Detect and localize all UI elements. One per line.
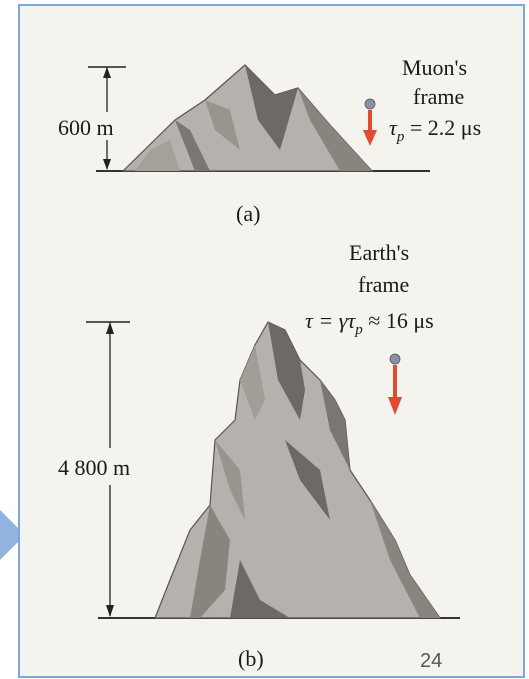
muon-dot-a: [364, 98, 376, 110]
down-arrow-icon-a: [363, 110, 377, 146]
tau-subscript-a: p: [396, 129, 405, 145]
panel-b: 4 800 m Earth's frame τ = γτp ≈ 16 μs (b…: [58, 240, 460, 671]
mountain-a: [121, 64, 374, 172]
caption-b: (b): [238, 646, 264, 671]
muon-dot-b: [389, 353, 401, 365]
tau-main-b: τ = γτ: [305, 308, 356, 333]
tau-equation-b: τ = γτp ≈ 16 μs: [305, 308, 434, 338]
tau-symbol-a: τ: [389, 115, 398, 140]
tau-value-b: ≈ 16 μs: [363, 308, 434, 333]
slide-number: 24: [420, 650, 442, 672]
mountain-b: [154, 321, 442, 619]
tau-value-a: = 2.2 μs: [404, 115, 481, 140]
tau-equation-a: τp = 2.2 μs: [389, 115, 481, 145]
nav-arrow-icon[interactable]: [0, 510, 25, 560]
height-dimension-b: [86, 321, 130, 617]
frame-line1-b: Earth's: [349, 240, 409, 265]
height-dimension-a: [88, 66, 126, 170]
height-label-b: 4 800 m: [58, 455, 130, 480]
frame-line2-a: frame: [413, 84, 464, 109]
tau-subscript-b: p: [354, 322, 363, 338]
height-label-a: 600 m: [58, 115, 114, 140]
frame-line1-a: Muon's: [402, 55, 467, 80]
frame-line2-b: frame: [358, 272, 409, 297]
caption-a: (a): [236, 201, 260, 226]
panel-a: 600 m Muon's frame τp = 2.2 μs (a): [58, 55, 481, 226]
down-arrow-icon-b: [388, 365, 402, 415]
